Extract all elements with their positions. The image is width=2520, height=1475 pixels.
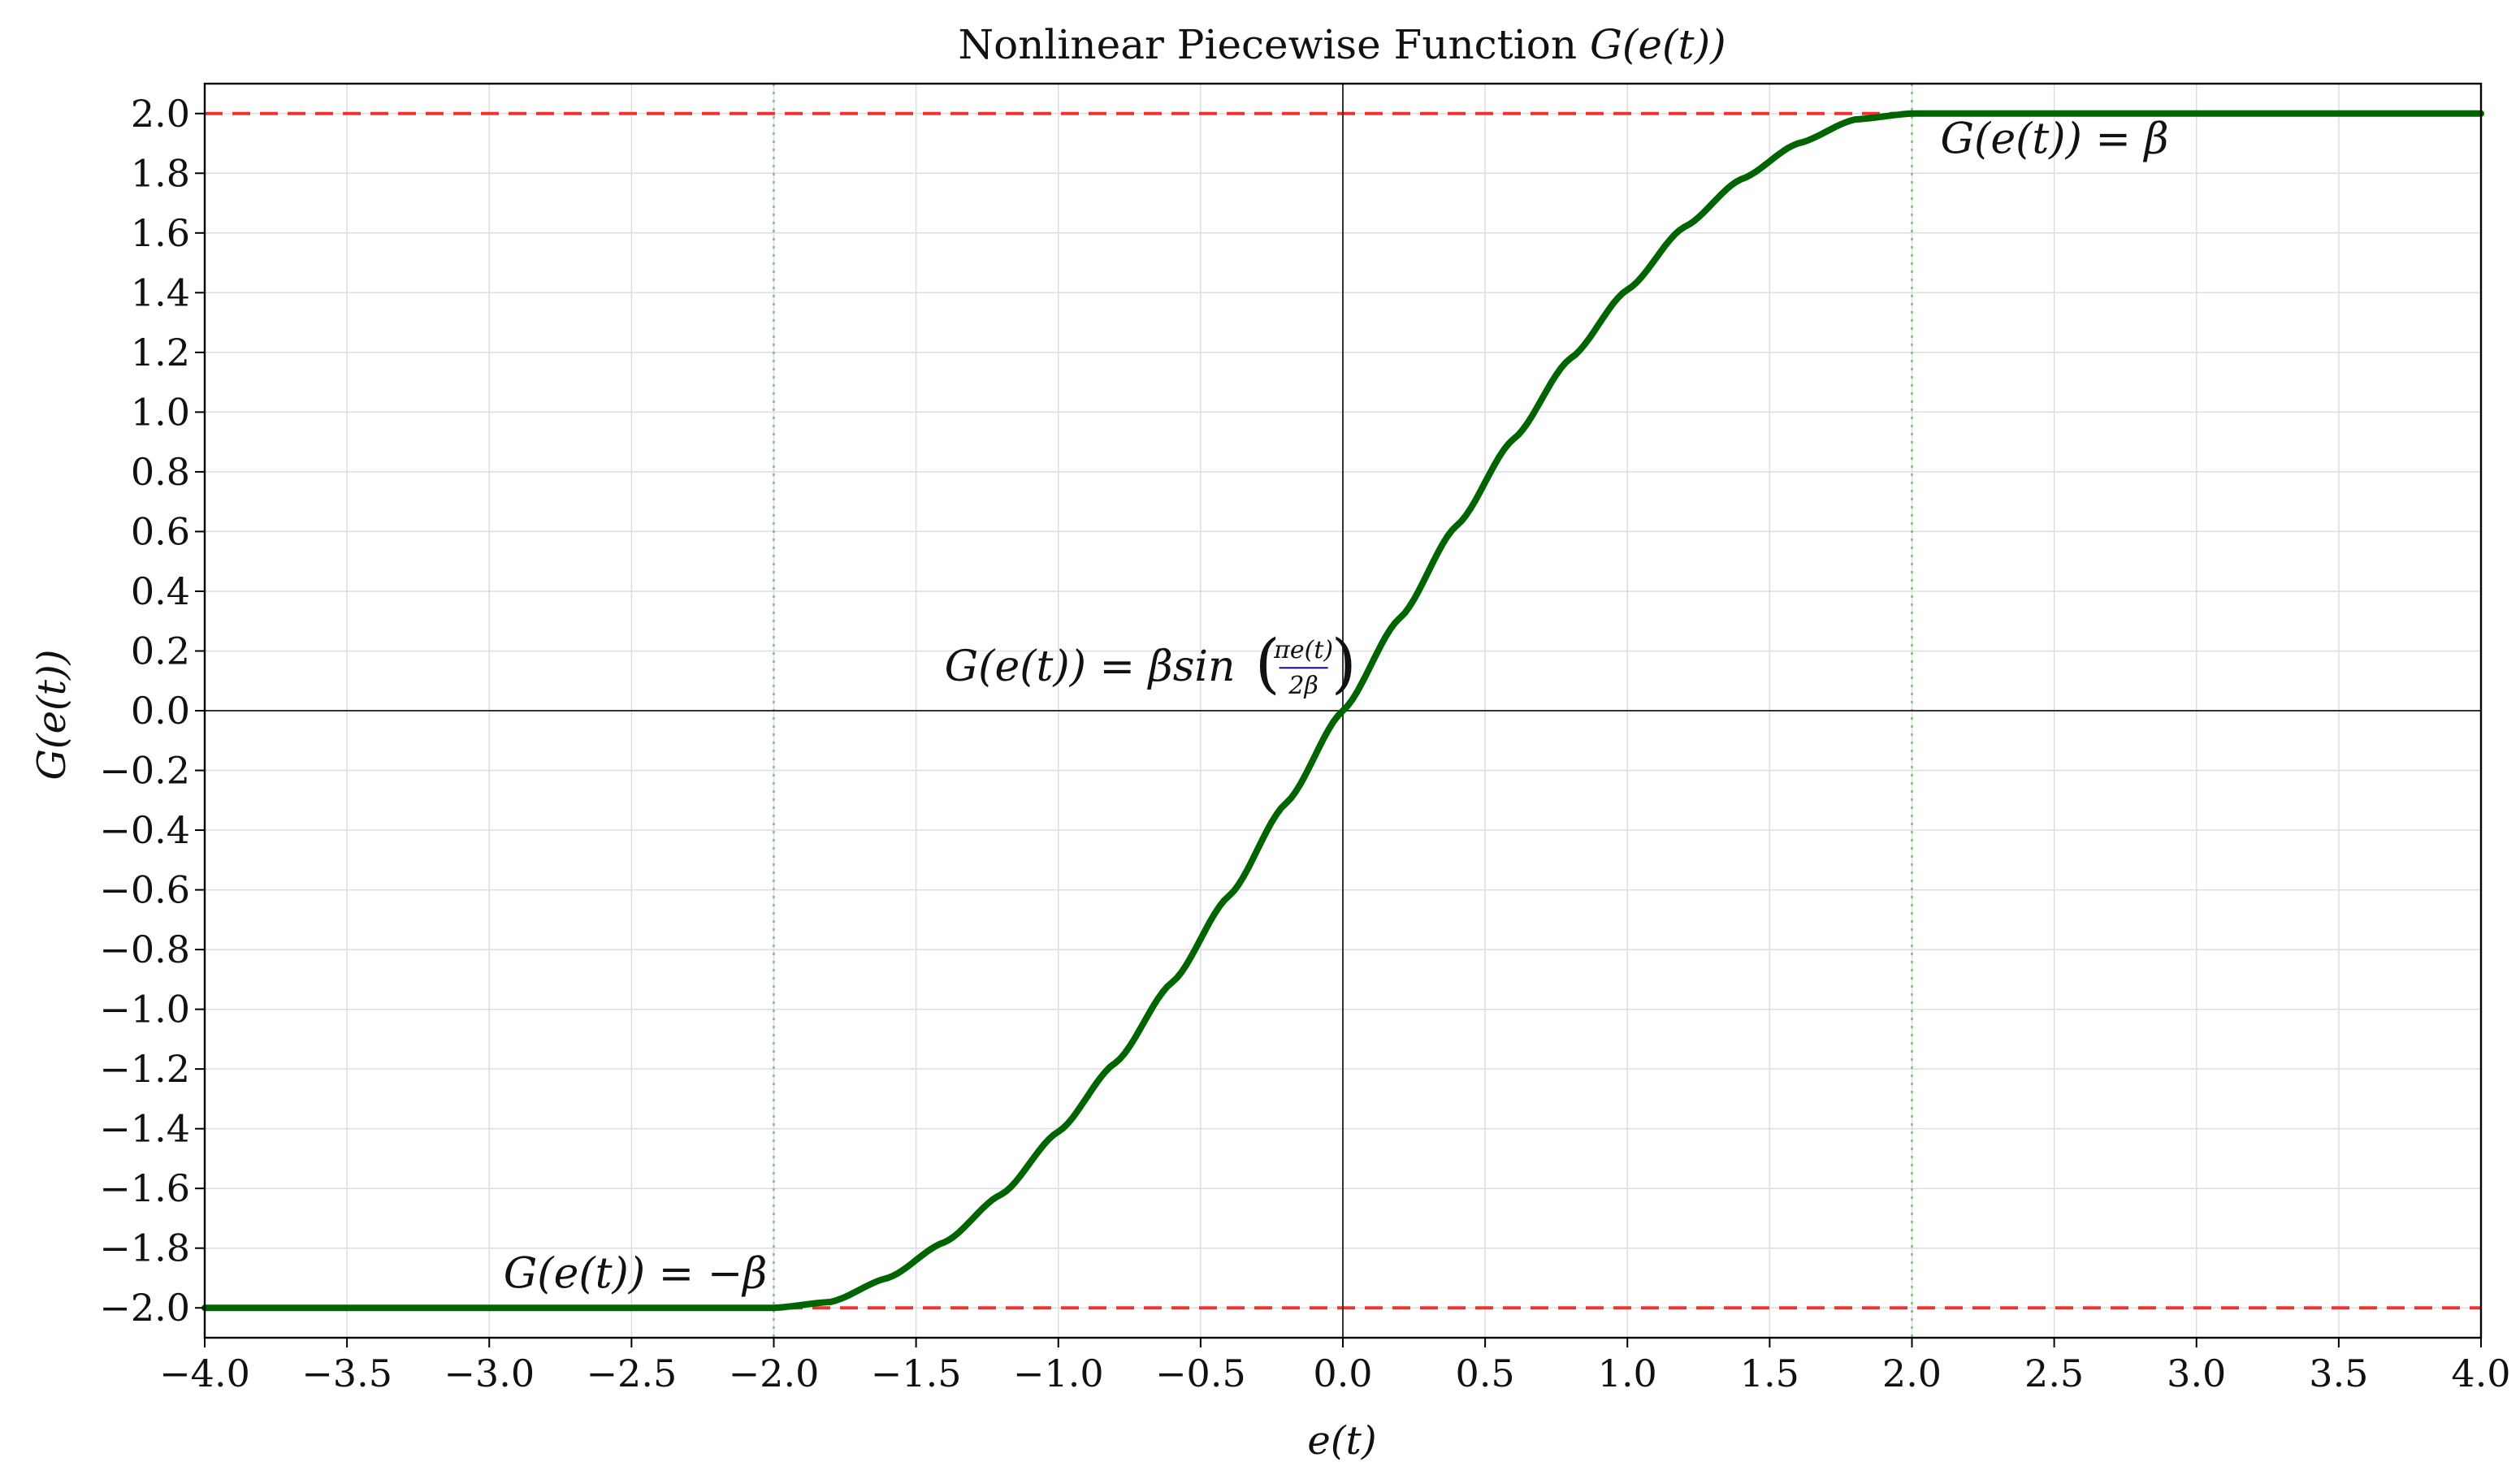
chart-title: Nonlinear Piecewise Function G(e(t))	[958, 21, 1725, 68]
y-tick-label: 1.8	[131, 151, 190, 195]
x-tick-label: 2.0	[1882, 1352, 1942, 1395]
chart-title-math: G(e(t))	[1590, 21, 1726, 68]
annotation-paren-right: )	[1331, 625, 1357, 701]
series-line	[201, 110, 2484, 1312]
y-tick-label: −1.8	[99, 1226, 190, 1270]
y-tick-label: 1.6	[131, 211, 190, 255]
y-tick-label: 1.4	[131, 270, 190, 314]
y-tick-label: 0.0	[131, 689, 190, 733]
x-tick-label: −1.0	[1013, 1352, 1104, 1395]
x-ticks: −4.0 −3.5 −3.0 −2.5 −2.0 −1.5 −1.0 −0.5 0.0 0.5 1.…	[159, 1338, 2511, 1395]
y-tick-label: 2.0	[131, 92, 190, 136]
x-tick-label: 3.5	[2309, 1352, 2368, 1395]
y-tick-label: 0.2	[131, 629, 190, 673]
x-axis-label: e(t)	[1307, 1418, 1376, 1464]
y-tick-label: −0.2	[99, 749, 190, 793]
x-tick-label: 0.5	[1456, 1352, 1515, 1395]
x-tick-label: −3.0	[444, 1352, 535, 1395]
x-tick-label: 2.5	[2024, 1352, 2084, 1395]
y-tick-label: −0.4	[99, 808, 190, 852]
y-tick-label: −2.0	[99, 1286, 190, 1330]
y-tick-label: −1.4	[99, 1107, 190, 1151]
annotations: G(e(t)) = β G(e(t)) = −β G(e(t)) = βsin (πe…	[504, 115, 2169, 1299]
x-tick-label: −2.5	[587, 1352, 678, 1395]
annotation-paren-left: (	[1255, 625, 1280, 701]
x-tick-label: −1.5	[871, 1352, 962, 1395]
annotation-upper: G(e(t)) = β	[1941, 115, 2169, 164]
y-tick-label: −0.6	[99, 868, 190, 912]
x-tick-label: 1.0	[1598, 1352, 1657, 1395]
x-tick-label: −4.0	[159, 1352, 250, 1395]
chart-title-prefix: Nonlinear Piecewise Function	[958, 21, 1590, 68]
x-tick-label: −0.5	[1155, 1352, 1246, 1395]
y-tick-label: −1.6	[99, 1166, 190, 1210]
annotation-lower: G(e(t)) = −β	[504, 1249, 768, 1298]
annotation-formula: G(e(t)) = βsin (πe(t) 2β)	[945, 625, 1357, 701]
y-tick-label: 0.4	[131, 569, 190, 613]
x-tick-label: 0.0	[1313, 1352, 1372, 1395]
y-tick-label: 1.2	[131, 331, 190, 374]
y-tick-label: 0.6	[131, 509, 190, 553]
y-tick-label: −0.8	[99, 928, 190, 971]
y-tick-label: −1.0	[99, 988, 190, 1032]
x-tick-label: −3.5	[301, 1352, 392, 1395]
x-tick-label: 1.5	[1740, 1352, 1799, 1395]
y-tick-label: −1.2	[99, 1047, 190, 1091]
series-layer	[201, 110, 2484, 1312]
annotation-formula-main: G(e(t)) = βsin	[945, 642, 1236, 691]
annotation-fraction-denominator: 2β	[1288, 672, 1318, 700]
y-axis-label: G(e(t))	[29, 650, 75, 781]
x-tick-label: −2.0	[729, 1352, 820, 1395]
annotation-fraction-numerator: πe(t)	[1273, 636, 1333, 664]
x-tick-label: 3.0	[2167, 1352, 2226, 1395]
y-ticks: 2.0 1.8 1.6 1.4 1.2 1.0 0.8 0.6 0.4 0.2 0.0 −0.2 −0.…	[99, 92, 205, 1330]
x-tick-label: 4.0	[2451, 1352, 2510, 1395]
y-tick-label: 1.0	[131, 390, 190, 434]
y-tick-label: 0.8	[131, 450, 190, 494]
